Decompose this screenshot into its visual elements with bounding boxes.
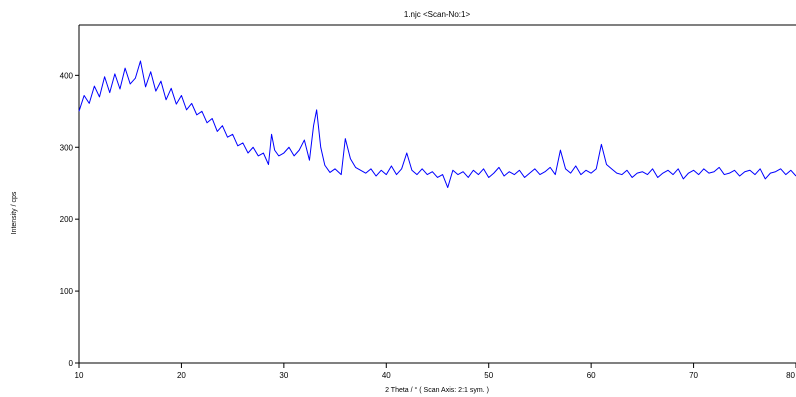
x-tick-label: 60 bbox=[587, 371, 596, 380]
x-tick-label: 20 bbox=[177, 371, 186, 380]
y-tick-label: 200 bbox=[60, 215, 74, 224]
plot-area bbox=[78, 24, 796, 364]
x-tick-label: 70 bbox=[689, 371, 698, 380]
y-tick-label: 300 bbox=[60, 143, 74, 152]
x-axis-label: 2 Theta / ° ( Scan Axis: 2:1 sym. ) bbox=[385, 386, 489, 394]
series-line-0 bbox=[78, 60, 796, 189]
x-tick-label: 10 bbox=[75, 371, 84, 380]
y-axis-label: Intensity / cps bbox=[11, 191, 18, 234]
y-axis-ticks: 0 100 200 300 400 bbox=[60, 71, 79, 368]
x-axis-ticks: 10 20 30 40 50 60 70 80 bbox=[75, 363, 796, 380]
x-tick-label: 80 bbox=[786, 371, 795, 380]
y-tick-label: 400 bbox=[60, 71, 74, 80]
y-tick-label: 0 bbox=[69, 359, 74, 368]
series-layer bbox=[78, 60, 796, 189]
x-tick-label: 40 bbox=[382, 371, 391, 380]
chart-title: 1.njc <Scan-No:1> bbox=[404, 10, 471, 19]
x-tick-label: 50 bbox=[484, 371, 493, 380]
x-tick-label: 30 bbox=[279, 371, 288, 380]
y-tick-label: 100 bbox=[60, 287, 74, 296]
